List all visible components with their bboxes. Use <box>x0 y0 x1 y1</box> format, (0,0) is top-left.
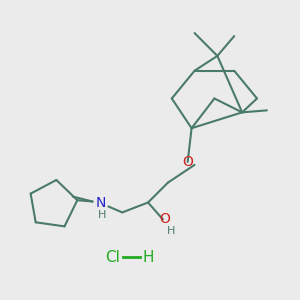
Text: O: O <box>182 155 193 169</box>
Text: Cl: Cl <box>105 250 120 265</box>
Text: O: O <box>159 212 170 226</box>
Text: H: H <box>98 210 106 220</box>
Text: H: H <box>142 250 154 265</box>
Text: H: H <box>167 226 175 236</box>
Text: N: N <box>95 196 106 209</box>
